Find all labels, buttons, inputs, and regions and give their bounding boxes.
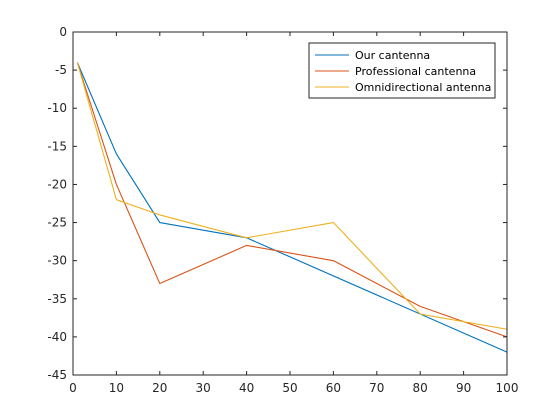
y-tick-label: -40 [47, 330, 67, 344]
y-tick-label: -5 [55, 63, 67, 77]
x-tick-label: 90 [456, 381, 471, 395]
x-tick-label: 30 [196, 381, 211, 395]
x-tick-label: 100 [496, 381, 519, 395]
x-tick-label: 80 [413, 381, 428, 395]
legend-label-3: Omnidirectional antenna [355, 81, 491, 94]
y-tick-label: 0 [59, 25, 67, 39]
y-tick-label: -25 [47, 216, 67, 230]
y-tick-label: -35 [47, 292, 67, 306]
series-line-1 [76, 62, 508, 353]
x-tick-label: 0 [69, 381, 77, 395]
y-tick-label: -10 [47, 101, 67, 115]
y-axis-ticks: 0 -5 -10 -15 -20 -25 -30 -35 -40 -45 [47, 25, 507, 382]
legend-label-2: Professional cantenna [355, 65, 476, 78]
y-tick-label: -20 [47, 177, 67, 191]
y-tick-label: -30 [47, 254, 67, 268]
series-line-2 [76, 62, 508, 338]
x-tick-label: 40 [239, 381, 254, 395]
legend: Our cantenna Professional cantenna Omnidir… [308, 42, 496, 99]
series-layer [76, 62, 508, 353]
x-tick-label: 70 [369, 381, 384, 395]
x-tick-label: 10 [109, 381, 124, 395]
y-tick-label: -15 [47, 139, 67, 153]
x-tick-label: 20 [152, 381, 167, 395]
x-axis-ticks: 0 10 20 30 40 50 60 70 80 90 100 [69, 32, 518, 395]
y-tick-label: -45 [47, 368, 67, 382]
legend-label-1: Our cantenna [355, 49, 430, 62]
x-tick-label: 60 [326, 381, 341, 395]
x-tick-label: 50 [282, 381, 297, 395]
series-line-3 [76, 62, 508, 330]
